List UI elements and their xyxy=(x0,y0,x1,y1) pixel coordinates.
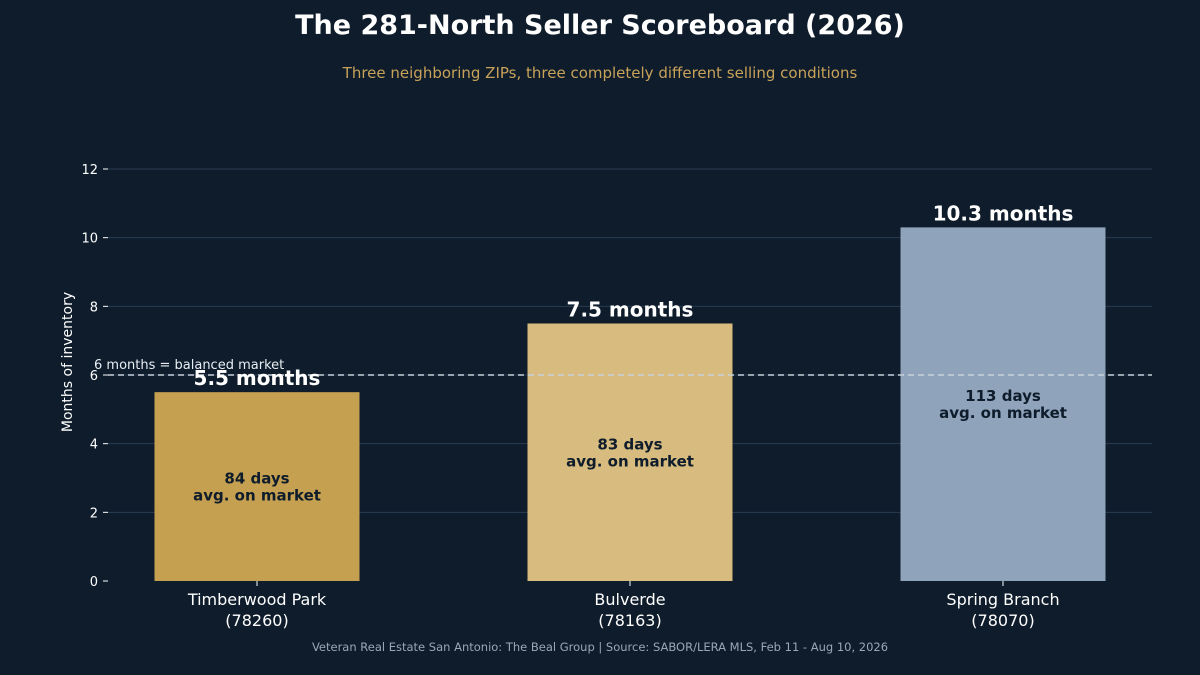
bar-value-label: 7.5 months xyxy=(567,298,694,322)
y-tick-label: 2 xyxy=(90,506,98,521)
bar-inner-label: 113 days xyxy=(965,387,1041,405)
bar-inner-label: 83 days xyxy=(597,435,662,453)
x-tick-label: Bulverde xyxy=(594,590,665,609)
source-footer: Veteran Real Estate San Antonio: The Bea… xyxy=(311,640,889,654)
bar-value-label: 10.3 months xyxy=(933,201,1074,225)
reference-line-group: 6 months = balanced market xyxy=(94,358,1152,376)
bars xyxy=(154,227,1106,581)
bar-inner-label: avg. on market xyxy=(193,487,321,505)
bar-inner-label: avg. on market xyxy=(566,452,694,470)
y-tick-label: 0 xyxy=(90,575,98,590)
x-tick-label: (78163) xyxy=(598,611,661,630)
chart-title: The 281-North Seller Scoreboard (2026) xyxy=(295,10,905,41)
bar-inner-label: 84 days xyxy=(224,470,289,488)
y-tick-label: 10 xyxy=(81,232,98,247)
y-tick-label: 8 xyxy=(90,300,98,315)
x-axis: Timberwood Park (78260) Bulverde (78163) Spr… xyxy=(187,581,1060,630)
bar xyxy=(900,227,1106,581)
reference-line-label: 6 months = balanced market xyxy=(94,358,284,373)
x-tick-label: Spring Branch xyxy=(946,590,1059,609)
chart-subtitle: Three neighboring ZIPs, three completely… xyxy=(342,64,858,82)
x-tick-label: (78070) xyxy=(971,611,1034,630)
y-axis-label: Months of inventory xyxy=(60,292,76,432)
x-tick-label: (78260) xyxy=(225,611,288,630)
y-tick-label: 4 xyxy=(90,438,98,453)
bar xyxy=(527,323,733,581)
y-tick-label: 6 xyxy=(90,369,98,384)
bar xyxy=(154,392,360,581)
bar-value-label: 5.5 months xyxy=(194,366,321,390)
y-tick-label: 12 xyxy=(81,163,98,178)
x-tick-label: Timberwood Park xyxy=(187,590,327,609)
bar-inner-label: avg. on market xyxy=(939,404,1067,422)
y-axis: 0 2 4 6 8 10 12 xyxy=(81,163,108,590)
